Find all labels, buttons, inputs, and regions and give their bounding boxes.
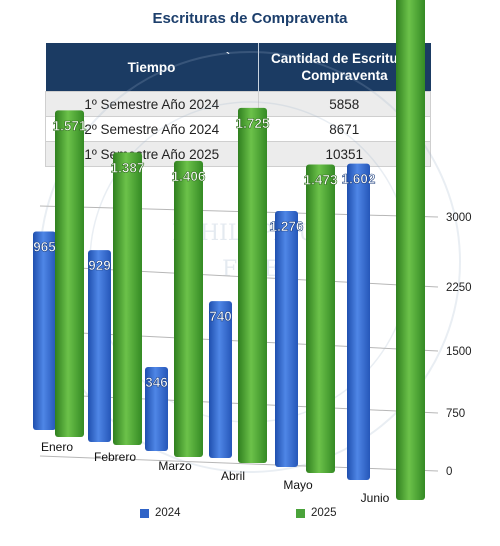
- bar-2024-abril: [209, 301, 232, 458]
- data-label-2025: 1.725: [236, 116, 270, 131]
- header-tiempo: Tiempo: [45, 43, 259, 92]
- x-tick-label: Enero: [41, 440, 73, 454]
- data-label-2024: 1.276: [270, 219, 304, 234]
- bar-2024-febrero: [88, 250, 111, 442]
- data-label-2025: 1.406: [172, 169, 206, 184]
- data-label-2024: 740: [209, 309, 232, 324]
- table-row: 1º Semestre Año 2024 5858: [45, 91, 431, 117]
- x-tick-label: Mayo: [283, 478, 313, 492]
- data-label-2025: 1.387: [111, 160, 145, 175]
- bar-2024-enero: [33, 231, 56, 430]
- legend-label-2024: 2024: [155, 507, 181, 519]
- legend-label-2025: 2025: [311, 507, 337, 519]
- data-label-2024: 965: [33, 239, 56, 254]
- bar-2025-febrero: [113, 152, 142, 445]
- y-tick-label: 0: [446, 466, 452, 478]
- bar-2025-marzo: [174, 160, 203, 457]
- data-label-2024: 346: [145, 375, 168, 390]
- bar-2025-enero: [55, 110, 84, 438]
- bar-2025-mayo: [306, 164, 335, 473]
- legend-swatch-2025: [296, 508, 305, 518]
- y-tick-label: 750: [446, 408, 465, 420]
- chart-labels: 965 1.571 929 1.387 346 1.406 740 1.725 1.276 1.4…: [33, 116, 390, 505]
- chart-bars: [33, 0, 425, 500]
- table-cell-period: 1º Semestre Año 2024: [45, 91, 259, 117]
- x-tick-label: Junio: [361, 491, 390, 505]
- data-label-2024: 929: [88, 258, 111, 273]
- legend-swatch-2024: [140, 508, 149, 518]
- y-tick-label: 3000: [446, 212, 472, 224]
- data-label-2024: 1.602: [342, 172, 376, 187]
- x-tick-label: Abril: [221, 469, 245, 483]
- legend-item-2024: 2024: [140, 507, 181, 519]
- bar-2025-junio: [396, 0, 425, 500]
- bar-2025-abril: [238, 107, 267, 463]
- legend-item-2025: 2025: [296, 507, 337, 519]
- x-tick-label: Marzo: [158, 459, 192, 473]
- y-tick-label: 1500: [446, 346, 472, 358]
- x-tick-label: Febrero: [94, 450, 136, 464]
- bar-2024-junio: [347, 163, 370, 480]
- y-tick-label: 2250: [446, 282, 472, 294]
- data-label-2025: 1.571: [53, 118, 87, 133]
- bar-2024-marzo: [145, 366, 168, 451]
- header-mark: `: [226, 50, 230, 64]
- page-title: Escrituras de Compraventa: [152, 10, 348, 27]
- gridline: [39, 455, 439, 472]
- data-label-2025: 1.473: [304, 172, 338, 187]
- bar-2024-mayo: [275, 210, 298, 467]
